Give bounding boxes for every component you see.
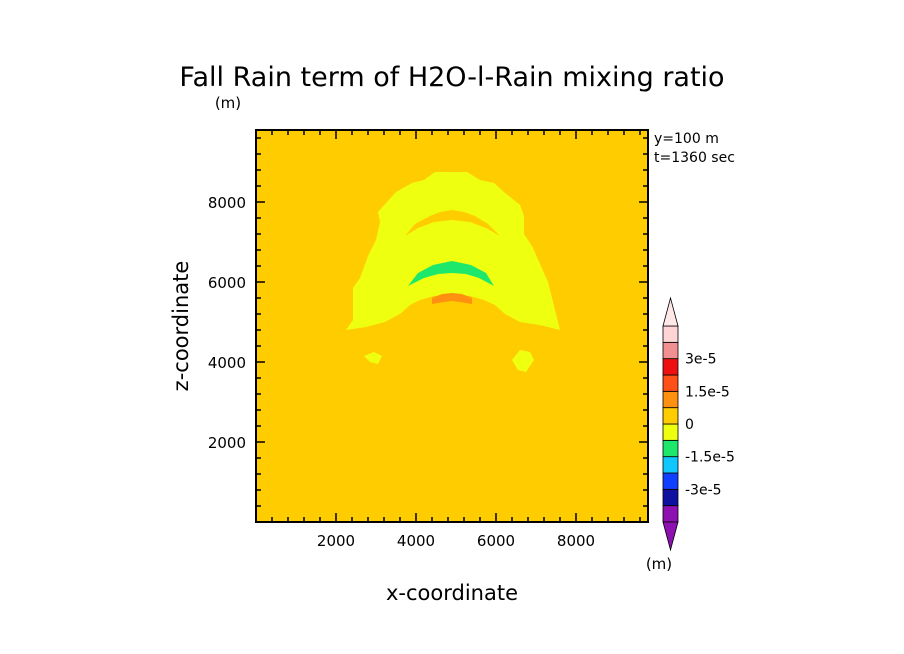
x-tick-label: 2000 xyxy=(317,532,355,550)
right-fragment xyxy=(512,350,534,372)
colorbar-tick-label: 1.5e-5 xyxy=(685,384,730,400)
inner-gap-upper xyxy=(405,210,500,236)
tick-labels: 2000 4000 6000 8000 2000 4000 6000 8000 xyxy=(208,194,595,550)
y-tick-label: 8000 xyxy=(208,194,246,212)
colorbar-min-arrow xyxy=(662,521,679,552)
colorbar-swatch xyxy=(662,456,679,474)
colorbar-swatch xyxy=(662,439,679,458)
x-tick-label: 6000 xyxy=(477,532,515,550)
x-tick-label: 4000 xyxy=(397,532,435,550)
colorbar-tick-label: -3e-5 xyxy=(685,482,722,498)
field-contours xyxy=(346,172,560,372)
colorbar-swatch xyxy=(662,341,679,360)
chart-title: Fall Rain term of H2O-l-Rain mixing rati… xyxy=(179,62,724,93)
y-tick-label: 4000 xyxy=(208,354,246,372)
colorbar-tick-label: 3e-5 xyxy=(685,352,716,368)
colorbar-swatch xyxy=(662,390,679,409)
x-tick-label: 8000 xyxy=(557,532,595,550)
y-axis-label: z-coordinate xyxy=(169,261,193,392)
colorbar-swatch xyxy=(662,505,679,523)
colorbar-tick-label: -1.5e-5 xyxy=(685,450,735,466)
title-units: (m) xyxy=(215,94,241,112)
plot-frame xyxy=(255,129,649,523)
annotation-y: y=100 m xyxy=(654,131,719,147)
negative-band xyxy=(408,261,494,286)
colorbar-swatch xyxy=(662,374,679,392)
colorbar-swatch xyxy=(662,358,679,376)
colorbar-swatch xyxy=(662,407,679,425)
annotation-t: t=1360 sec xyxy=(654,150,735,166)
colorbar-max-arrow xyxy=(662,296,679,327)
left-fragment xyxy=(364,352,382,364)
positive-core xyxy=(432,293,472,304)
axis-ticks xyxy=(256,130,648,522)
colorbar-units: (m) xyxy=(646,555,672,573)
y-tick-label: 2000 xyxy=(208,434,246,452)
x-axis-label: x-coordinate xyxy=(386,581,518,605)
y-tick-label: 6000 xyxy=(208,274,246,292)
weak-positive-band xyxy=(346,172,560,330)
colorbar-swatch xyxy=(662,472,679,490)
colorbar-swatch xyxy=(662,488,679,507)
colorbar-swatch xyxy=(662,423,679,441)
colorbar-tick-label: 0 xyxy=(685,417,694,433)
colorbar: 3e-5 1.5e-5 0 -1.5e-5 -3e-5 xyxy=(662,296,735,552)
colorbar-swatch xyxy=(662,325,679,343)
